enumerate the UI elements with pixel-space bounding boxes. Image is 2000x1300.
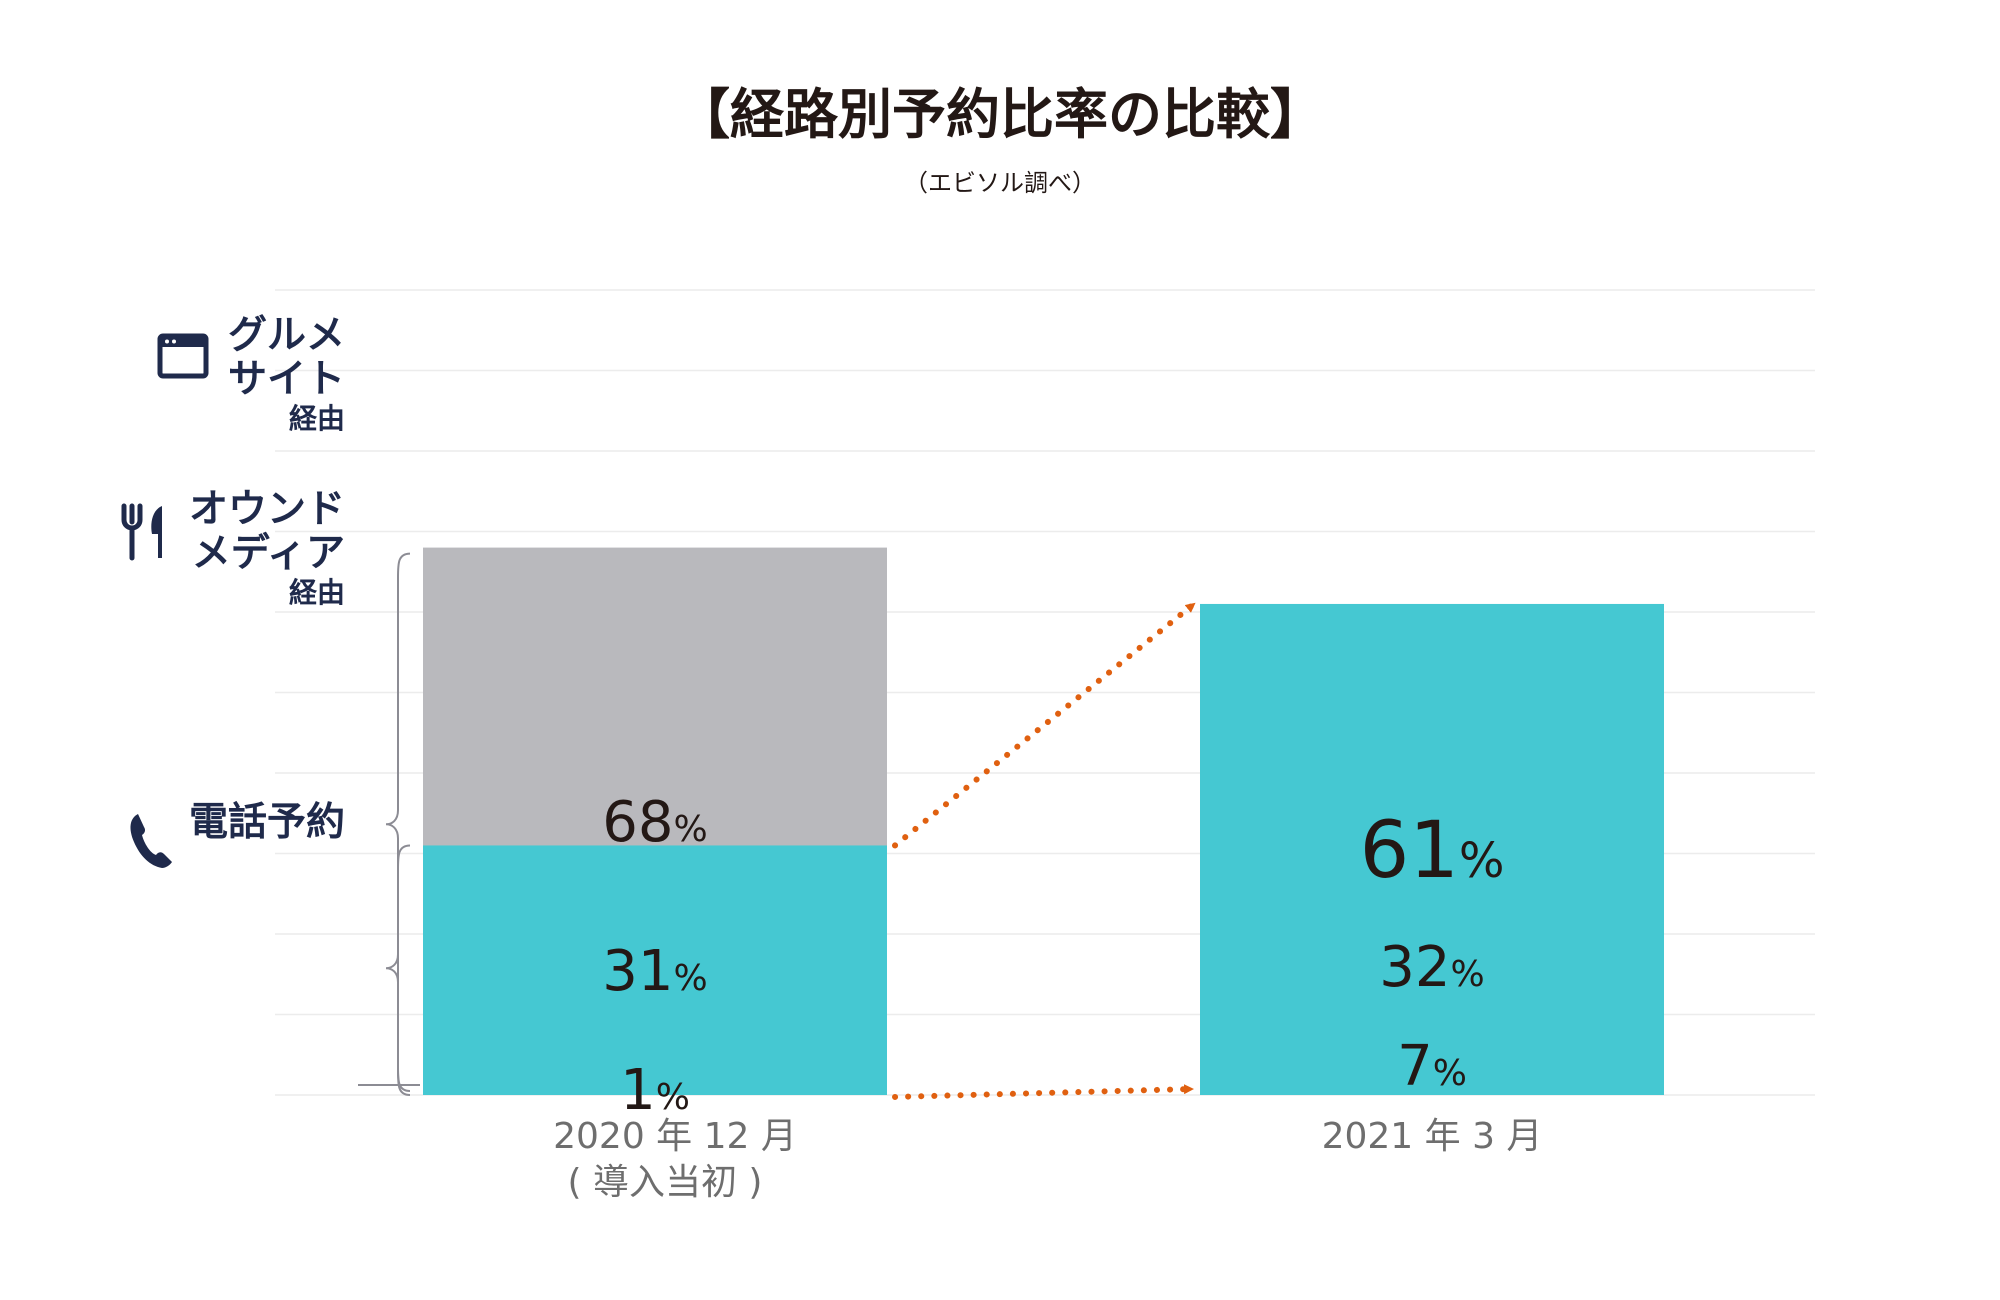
transition-arrows — [892, 600, 1197, 1100]
arrow-diagonal — [892, 1084, 1195, 1100]
browser-window-icon — [157, 333, 209, 379]
arrow-top — [892, 600, 1197, 849]
fork-knife-icon — [121, 503, 162, 561]
legend-sublabel: 経由 — [289, 576, 345, 609]
brace-phone — [385, 552, 411, 1096]
legend-label: オウンド — [189, 487, 345, 532]
chart-title: 【経路別予約比率の比較】 — [676, 83, 1324, 146]
bar-segment — [1200, 603, 1664, 1095]
category-sublabel: ( 導入当初 ) — [568, 1162, 763, 1203]
chart-subtitle: （エビソル調べ） — [904, 169, 1096, 197]
value-labels-group: 68% 1% 31% 32% 7% 61% — [602, 790, 1504, 1123]
bars-group — [423, 547, 1664, 1095]
value-label: 31% — [602, 939, 707, 1004]
category-label: 2020 年 12 月 — [553, 1116, 797, 1157]
legend-label: 電話予約 — [189, 800, 345, 845]
legend-label: メディア — [192, 531, 345, 576]
value-label: 68% — [602, 790, 707, 855]
category-label: 2021 年 3 月 — [1322, 1116, 1543, 1157]
bar-segment — [423, 845, 887, 1095]
phone-icon — [130, 814, 172, 868]
legend-sublabel: 経由 — [289, 402, 345, 435]
legend-label: グルメ — [228, 313, 345, 358]
category-labels-group: 2020 年 12 月 ( 導入当初 ) 2021 年 3 月 — [553, 1116, 1542, 1203]
value-label: 7% — [1397, 1034, 1467, 1099]
value-label: 1% — [620, 1058, 690, 1123]
value-label: 61% — [1360, 806, 1505, 896]
value-label: 32% — [1379, 935, 1484, 1000]
legend-label: サイト — [228, 357, 345, 402]
